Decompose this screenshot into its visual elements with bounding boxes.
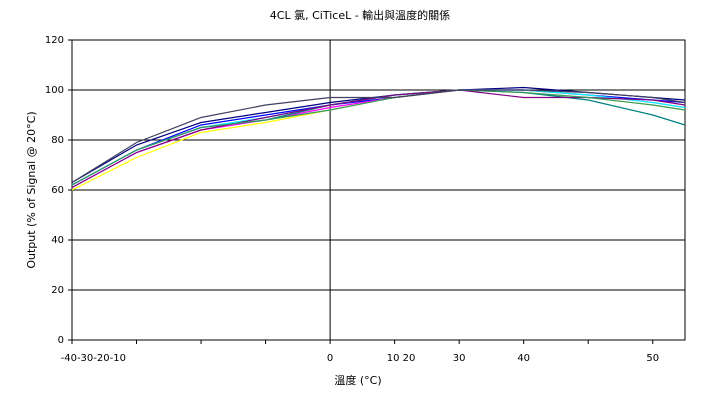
x-tick-label: 40 <box>517 353 530 364</box>
y-axis-label: Output (% of Signal @ 20°C) <box>25 111 38 268</box>
x-tick-label: 10 20 <box>387 353 416 364</box>
x-tick-label: 0 <box>327 353 333 364</box>
series-line <box>71 89 686 186</box>
series-line <box>71 89 686 186</box>
y-tick-label: 20 <box>51 285 64 296</box>
series-line <box>71 89 686 184</box>
y-tick-label: 60 <box>51 185 64 196</box>
series-line <box>71 86 686 184</box>
x-tick-label: 50 <box>646 353 659 364</box>
series-line <box>71 89 686 189</box>
y-tick-label: 0 <box>58 335 64 346</box>
y-tick-label: 120 <box>45 35 64 46</box>
chart-title: 4CL 氯, CiTiceL - 輸出與溫度的關係 <box>270 8 450 22</box>
x-tick-label: 30 <box>453 353 466 364</box>
series-line <box>71 89 686 186</box>
y-tick-label: 80 <box>51 135 64 146</box>
y-tick-label: 40 <box>51 235 64 246</box>
y-tick-label: 100 <box>45 85 64 96</box>
series-line <box>71 89 686 186</box>
x-axis-label: 溫度 (°C) <box>334 373 381 387</box>
x-tick-label: -40-30-20-10 <box>61 353 126 364</box>
